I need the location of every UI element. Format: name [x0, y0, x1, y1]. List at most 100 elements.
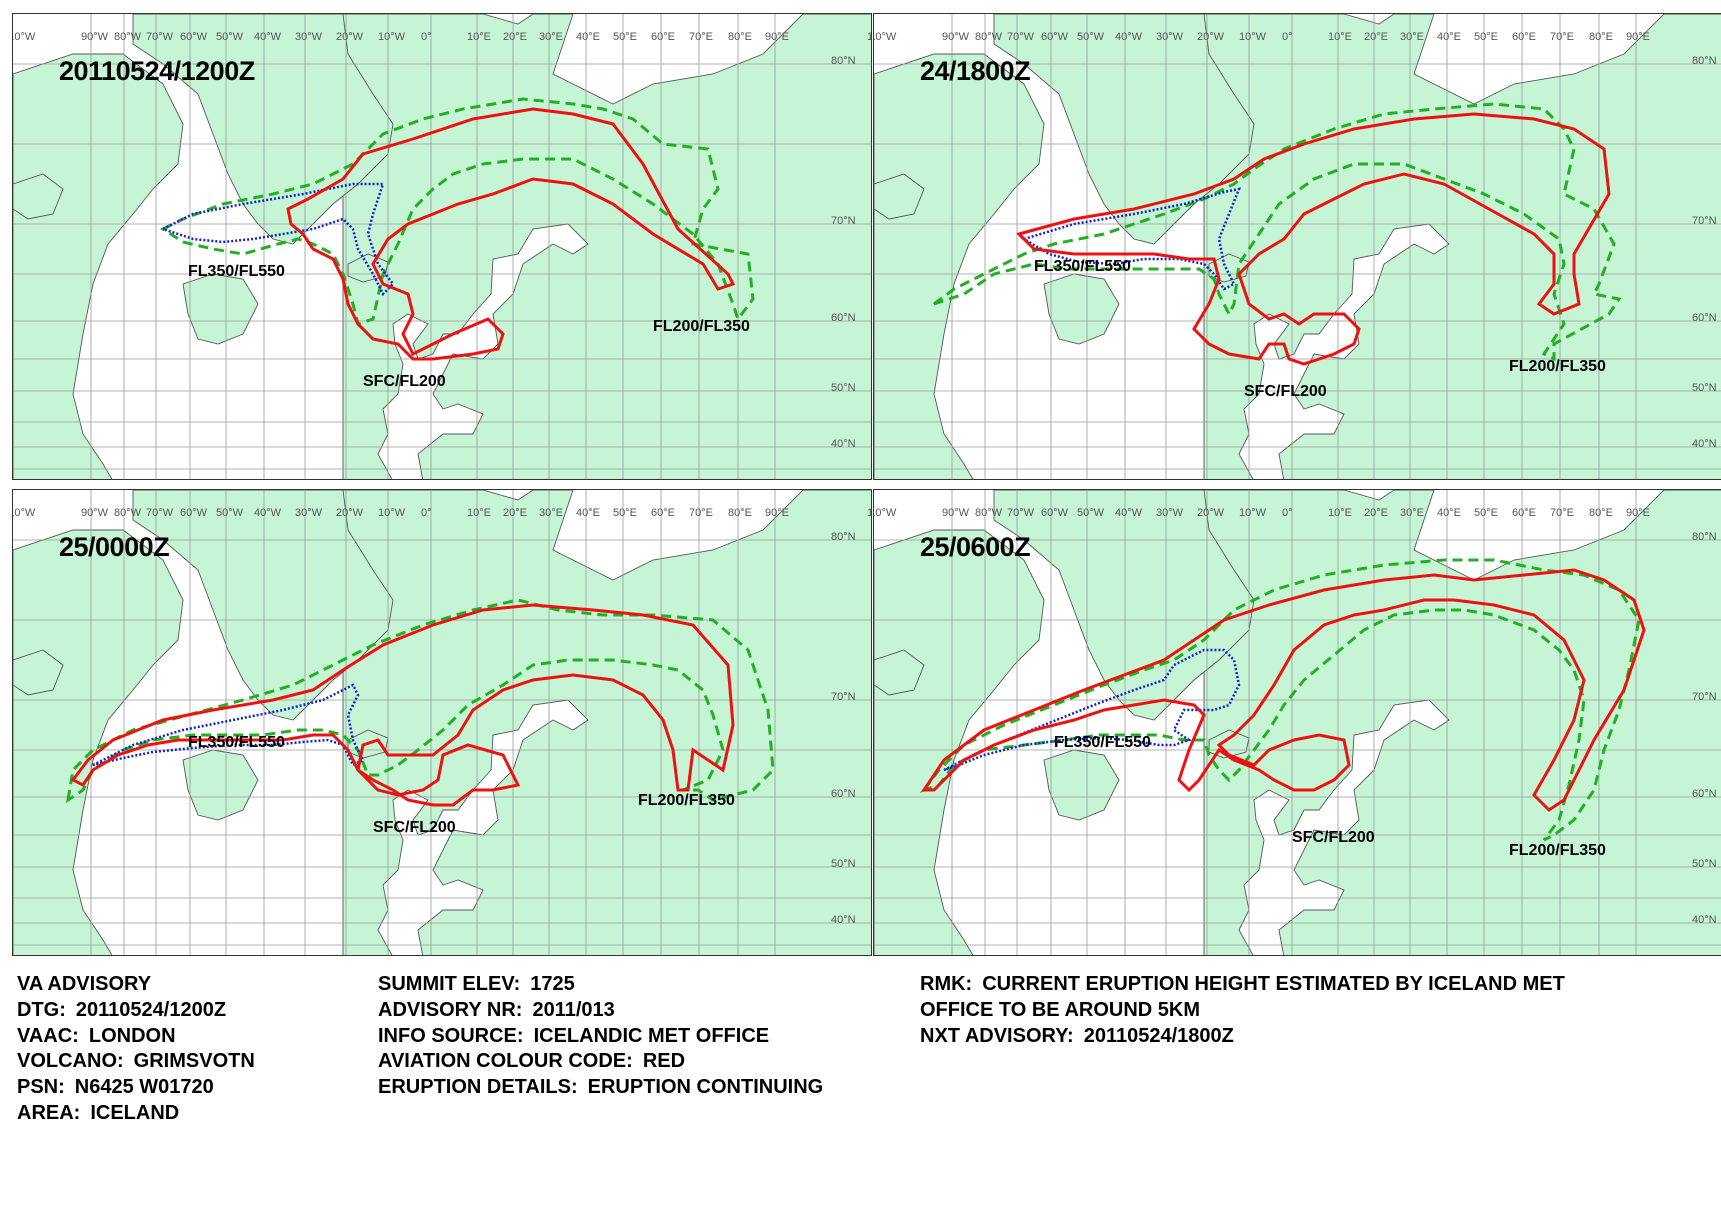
longitude-label: 10°W	[1239, 507, 1267, 519]
longitude-label: 0°	[421, 507, 432, 519]
longitude-label: 10°E	[1328, 507, 1352, 519]
layer-label-fl350-fl550: FL350/FL550	[188, 263, 285, 280]
fl200-fl350-contour	[65, 598, 775, 804]
advisory-line: DTG: 20110524/1200Z	[17, 998, 255, 1024]
layer-label-fl200-fl350: FL200/FL350	[653, 318, 750, 335]
longitude-label: 50°E	[613, 507, 637, 519]
advisory-key: ADVISORY NR:	[378, 998, 523, 1021]
longitude-label: 0°	[421, 31, 432, 43]
latitude-label: 60°N	[831, 788, 856, 800]
latitude-label: 80°N	[831, 55, 856, 67]
sfc-fl200-contour	[70, 603, 735, 807]
layer-label-fl200-fl350: FL200/FL350	[1509, 358, 1606, 375]
land-mass	[874, 649, 925, 696]
longitude-label: 20°W	[336, 507, 364, 519]
advisory-key: SUMMIT ELEV:	[378, 973, 521, 995]
longitude-label: 70°E	[1550, 31, 1574, 43]
land-mass	[13, 53, 184, 479]
map-panel-2: 110°W 90°W 80°W 70°W 60°W 50°W 40°W 30°W 20°W 10°…	[873, 13, 1721, 480]
fl350-fl550-contour	[159, 182, 395, 297]
advisory-column-2: SUMMIT ELEV: 1725 ADVISORY NR: 2011/013 INFO…	[378, 972, 823, 1101]
longitude-label: 10°E	[1328, 31, 1352, 43]
advisory-value: LONDON	[88, 1024, 176, 1047]
advisory-line: AREA: ICELAND	[17, 1101, 255, 1127]
longitude-label: 70°E	[689, 31, 713, 43]
longitude-label: 40°W	[254, 31, 282, 43]
longitude-label: 90°W	[81, 31, 109, 43]
advisory-key: RMK:	[920, 973, 973, 995]
longitude-label: 50°E	[1474, 31, 1498, 43]
map-panel-4: 110°W 90°W 80°W 70°W 60°W 50°W 40°W 30°W 20°W 10°…	[873, 489, 1721, 956]
longitude-label: 70°W	[1007, 31, 1035, 43]
fl200-fl350-contour	[159, 97, 755, 326]
longitude-label: 20°W	[1197, 507, 1225, 519]
longitude-label: 30°E	[539, 507, 563, 519]
latitude-label: 40°N	[831, 914, 856, 926]
advisory-value: OFFICE TO BE AROUND 5KM	[920, 998, 1201, 1021]
advisory-key: AREA:	[17, 1101, 81, 1124]
advisory-line: VAAC: LONDON	[17, 1024, 255, 1050]
advisory-line: SUMMIT ELEV: 1725	[378, 972, 823, 998]
longitude-label: 60°E	[1512, 31, 1536, 43]
longitude-label: 70°W	[1007, 507, 1035, 519]
longitude-label: 0°	[1282, 507, 1293, 519]
longitude-label: 20°W	[1197, 31, 1225, 43]
longitude-label: 30°E	[1400, 31, 1424, 43]
longitude-label: 20°E	[503, 31, 527, 43]
longitude-label: 60°W	[180, 31, 208, 43]
longitude-label: 110°W	[874, 31, 897, 43]
layer-label-fl350-fl550: FL350/FL550	[188, 734, 285, 751]
map-panel-1: 110°W 90°W 80°W 70°W 60°W 50°W 40°W 30°W 20°W 10°…	[12, 13, 872, 480]
longitude-label: 50°E	[613, 31, 637, 43]
longitude-label: 50°W	[1077, 507, 1105, 519]
longitude-label: 30°W	[295, 31, 323, 43]
advisory-line: RMK: CURRENT ERUPTION HEIGHT ESTIMATED BY…	[920, 972, 1565, 998]
advisory-line: ADVISORY NR: 2011/013	[378, 998, 823, 1024]
longitude-label: 80°E	[728, 507, 752, 519]
longitude-label: 40°W	[254, 507, 282, 519]
panel-title: 24/1800Z	[920, 56, 1031, 86]
latitude-label: 50°N	[1692, 858, 1717, 870]
layer-label-sfc-fl200: SFC/FL200	[373, 819, 456, 836]
longitude-label: 20°W	[336, 31, 364, 43]
advisory-key: INFO SOURCE:	[378, 1024, 524, 1047]
longitude-label: 60°W	[180, 507, 208, 519]
land-mass	[182, 273, 259, 345]
longitude-label: 30°E	[539, 31, 563, 43]
advisory-key: ERUPTION DETAILS:	[378, 1076, 578, 1099]
longitude-label: 40°W	[1115, 31, 1143, 43]
panel-title: 25/0000Z	[59, 532, 170, 562]
longitude-label: 40°E	[1437, 507, 1461, 519]
advisory-value: 2011/013	[532, 998, 615, 1021]
latitude-label: 70°N	[1692, 691, 1717, 703]
longitude-label: 70°E	[1550, 507, 1574, 519]
advisory-value: ICELAND	[90, 1101, 180, 1124]
land-mass	[1043, 749, 1120, 821]
land-mass	[874, 53, 1045, 479]
layer-label-sfc-fl200: SFC/FL200	[1244, 383, 1327, 400]
longitude-label: 90°E	[765, 31, 789, 43]
longitude-label: 40°E	[576, 31, 600, 43]
latitude-label: 70°N	[831, 691, 856, 703]
longitude-label: 60°E	[651, 31, 675, 43]
latitude-label: 60°N	[1692, 312, 1717, 324]
advisory-key: VAAC:	[17, 1024, 79, 1047]
advisory-line: NXT ADVISORY: 20110524/1800Z	[920, 1024, 1565, 1050]
advisory-column-3: RMK: CURRENT ERUPTION HEIGHT ESTIMATED BY…	[920, 972, 1565, 1049]
layer-label-fl200-fl350: FL200/FL350	[1509, 842, 1606, 859]
advisory-key: VA ADVISORY	[17, 973, 152, 995]
land-mass	[13, 173, 64, 220]
advisory-line: ERUPTION DETAILS: ERUPTION CONTINUING	[378, 1075, 823, 1101]
longitude-label: 90°W	[81, 507, 109, 519]
longitude-label: 30°W	[295, 507, 323, 519]
longitude-label: 90°E	[1626, 507, 1650, 519]
longitude-label: 110°W	[13, 31, 36, 43]
panel-title: 25/0600Z	[920, 532, 1031, 562]
latitude-label: 60°N	[831, 312, 856, 324]
advisory-value: N6425 W01720	[74, 1076, 214, 1099]
longitude-label: 10°W	[1239, 31, 1267, 43]
land-mass	[13, 529, 184, 955]
advisory-column-1: VA ADVISORY DTG: 20110524/1200Z VAAC: LONDON…	[17, 972, 255, 1127]
fl350-fl550-contour	[1020, 187, 1242, 291]
advisory-value: RED	[642, 1050, 686, 1073]
